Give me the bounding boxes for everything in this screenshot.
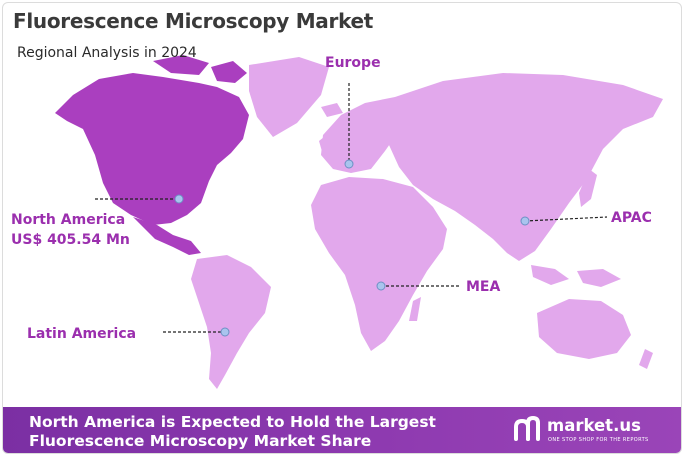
region-japan — [579, 169, 597, 207]
label-mea: MEA — [466, 279, 501, 295]
footer-line-1: North America is Expected to Hold the La… — [29, 413, 436, 431]
footer-text: North America is Expected to Hold the La… — [29, 413, 436, 451]
marker-apac — [520, 216, 530, 226]
marker-north-america — [174, 194, 184, 204]
footer-line-2: Fluorescence Microscopy Market Share — [29, 432, 372, 450]
region-new-zealand — [639, 349, 653, 369]
label-europe: Europe — [325, 55, 381, 71]
region-uk — [319, 133, 333, 155]
marker-latin-america — [220, 327, 230, 337]
brand-name: market.us — [547, 416, 641, 435]
region-iceland — [321, 103, 343, 117]
region-sea-islands — [531, 265, 621, 287]
marker-europe — [344, 159, 354, 169]
footer-banner: North America is Expected to Hold the La… — [3, 407, 681, 453]
label-north-america-value: US$ 405.54 Mn — [11, 232, 130, 248]
region-north-america — [55, 73, 249, 225]
region-central-america — [133, 217, 201, 255]
region-madagascar — [409, 297, 421, 321]
marker-mea — [376, 281, 386, 291]
region-south-america — [191, 255, 271, 389]
market-us-logo-icon — [514, 415, 540, 441]
region-greenland — [249, 57, 329, 137]
chart-title: Fluorescence Microscopy Market — [13, 9, 374, 33]
label-apac: APAC — [611, 210, 652, 226]
world-map — [55, 55, 663, 389]
label-north-america: North America — [11, 212, 126, 228]
chart-subtitle: Regional Analysis in 2024 — [17, 45, 197, 61]
region-arctic-islands — [153, 55, 247, 83]
region-asia — [383, 73, 663, 261]
region-europe — [321, 97, 407, 173]
region-australia — [537, 299, 631, 359]
leader-line-apac — [524, 216, 608, 222]
label-latin-america: Latin America — [27, 326, 137, 342]
brand-tagline: ONE STOP SHOP FOR THE REPORTS — [548, 437, 649, 443]
brand-logo: market.us ONE STOP SHOP FOR THE REPORTS — [513, 415, 648, 448]
region-africa — [311, 177, 447, 351]
